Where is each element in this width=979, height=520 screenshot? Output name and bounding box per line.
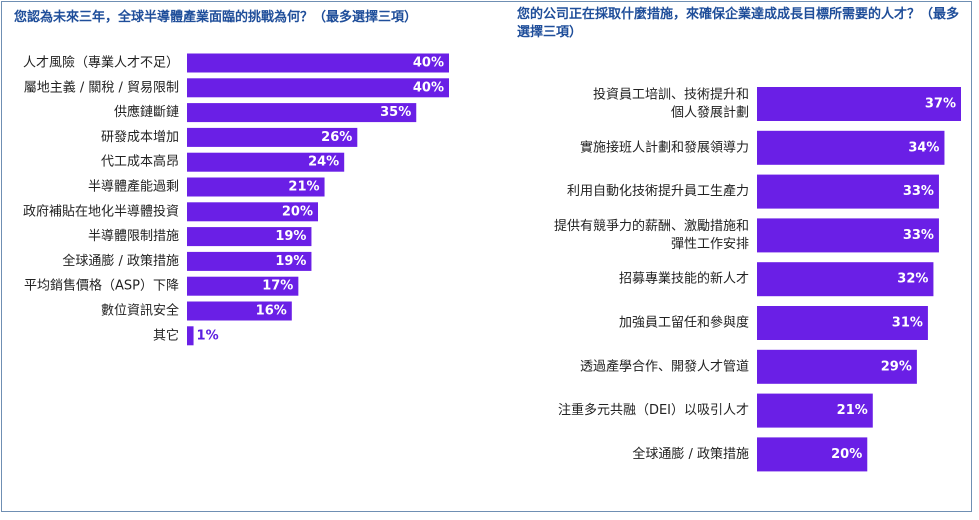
- left-category-label-12: 其它: [153, 327, 179, 343]
- left-value-label-10: 17%: [262, 279, 293, 294]
- left-bar-9: [187, 251, 312, 271]
- right-bar-1: [757, 87, 961, 121]
- right-value-label-2: 34%: [908, 140, 939, 155]
- left-chart-title: 您認為未來三年，全球半導體產業面臨的挑戰為何？（最多選擇三項）: [14, 10, 418, 25]
- left-value-label-7: 20%: [282, 204, 313, 219]
- right-bar-4: [757, 218, 939, 253]
- left-category-label-4: 研發成本增加: [101, 130, 179, 145]
- right-category-label-7: 透過產學合作、開發人才管道: [580, 358, 749, 374]
- right-bar-7: [757, 349, 917, 384]
- left-category-label-8: 半導體限制措施: [88, 229, 179, 244]
- left-bar-4: [187, 127, 358, 147]
- right-category-label-4-line-2: 彈性工作安排: [671, 237, 749, 252]
- left-bar-10: [187, 276, 299, 296]
- right-chart-title: 您的公司正在採取什麼措施，來確保企業達成成長目標所需要的人才？（最多選擇三項）: [517, 7, 960, 40]
- right-value-label-3: 33%: [903, 184, 934, 199]
- left-value-label-3: 35%: [380, 105, 411, 120]
- left-category-label-2: 屬地主義 / 關稅 / 貿易限制: [24, 79, 179, 95]
- left-bar-2: [187, 78, 449, 98]
- left-category-label-7: 政府補貼在地化半導體投資: [23, 203, 179, 219]
- left-category-label-6: 半導體產能過剩: [88, 179, 179, 195]
- left-bar-11: [187, 301, 292, 321]
- left-category-label-10: 平均銷售價格（ASP）下降: [24, 278, 179, 294]
- left-bar-8: [187, 227, 312, 247]
- right-bar-9: [757, 437, 868, 472]
- left-bar-12: [187, 326, 194, 346]
- left-value-label-2: 40%: [413, 80, 444, 95]
- right-category-label-1-line-1: 投資員工培訓、技術提升和: [593, 87, 749, 103]
- left-value-label-5: 24%: [308, 155, 339, 170]
- right-category-label-1-line-2: 個人發展計劃: [671, 105, 749, 121]
- left-category-label-1: 人才風險（專業人才不足）: [23, 55, 179, 71]
- right-bar-3: [757, 174, 939, 209]
- left-value-label-6: 21%: [288, 180, 319, 195]
- left-category-label-5: 代工成本高昂: [101, 154, 179, 170]
- left-value-label-12: 1%: [197, 328, 219, 343]
- left-bar-3: [187, 103, 417, 123]
- right-category-label-2: 實施接班人計劃和發展領導力: [580, 139, 749, 155]
- left-value-label-4: 26%: [321, 130, 352, 145]
- left-value-label-1: 40%: [413, 56, 444, 71]
- right-category-label-3: 利用自動化技術提升員工生產力: [567, 183, 749, 199]
- right-value-label-7: 29%: [881, 359, 912, 374]
- left-bar-7: [187, 202, 318, 222]
- left-value-label-8: 19%: [275, 229, 306, 244]
- right-value-label-5: 32%: [897, 272, 928, 287]
- left-category-label-9: 全球通膨 / 政策措施: [62, 253, 179, 269]
- right-bar-5: [757, 262, 934, 297]
- right-value-label-9: 20%: [831, 447, 862, 462]
- right-value-label-4: 33%: [903, 228, 934, 243]
- right-value-label-6: 31%: [892, 316, 923, 331]
- right-category-label-6: 加強員工留任和參與度: [619, 315, 749, 331]
- left-category-label-3: 供應鏈斷鏈: [114, 104, 179, 120]
- left-category-label-11: 數位資訊安全: [101, 303, 179, 319]
- left-bar-6: [187, 177, 325, 197]
- right-bar-2: [757, 130, 945, 165]
- right-category-label-5: 招募專業技能的新人才: [619, 271, 749, 287]
- right-category-label-4-line-1: 提供有競爭力的薪酬、激勵措施和: [554, 218, 749, 234]
- right-bar-6: [757, 306, 928, 340]
- right-category-label-9: 全球通膨 / 政策措施: [632, 446, 749, 462]
- right-value-label-1: 37%: [925, 97, 956, 112]
- right-category-label-8: 注重多元共融（DEI）以吸引人才: [558, 402, 749, 418]
- right-value-label-8: 21%: [837, 403, 868, 418]
- left-value-label-11: 16%: [256, 304, 287, 319]
- right-bar-8: [757, 393, 873, 428]
- left-value-label-9: 19%: [275, 254, 306, 269]
- left-bar-5: [187, 152, 345, 172]
- left-bar-1: [187, 53, 449, 73]
